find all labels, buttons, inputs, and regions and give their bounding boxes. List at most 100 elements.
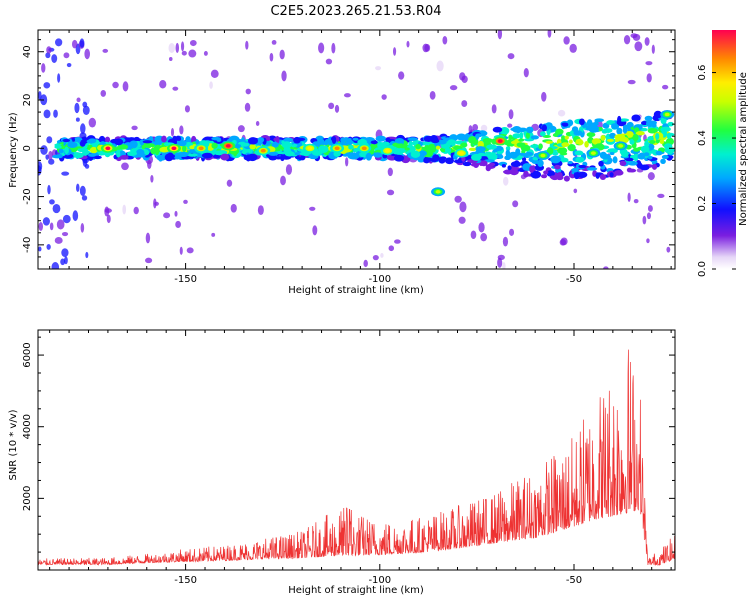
spectrogram-cell (57, 73, 61, 83)
spectrogram-cell (189, 145, 196, 150)
spectrogram-cell (488, 162, 496, 167)
spectrogram-cell (622, 126, 628, 134)
colorbar-tick-label: 0.4 (697, 130, 708, 146)
spectrogram-cell (88, 153, 97, 157)
spectrogram-cell (112, 81, 119, 89)
spectrogram-cell (662, 84, 669, 90)
spectrogram-cell (418, 150, 427, 157)
spectrogram-cell (81, 195, 88, 201)
spectrogram-cell (102, 48, 109, 53)
spectrogram-cell (291, 143, 298, 147)
spectrogram-cell (271, 141, 279, 148)
spectrogram-cell (578, 164, 587, 169)
snr-ylabel: SNR (10 * v/v) (8, 409, 19, 480)
spectrogram-cell (551, 151, 559, 156)
spectrogram-cell (462, 161, 472, 167)
spectrogram-cell (588, 125, 600, 133)
spectrogram-cell (104, 152, 111, 158)
spectrogram-cell (507, 123, 513, 128)
spectrogram-cell (645, 61, 653, 66)
spectrogram-cell (385, 137, 391, 143)
spectrogram-cell (76, 97, 81, 103)
spectrogram-cell (226, 179, 233, 187)
spectrogram-cell (574, 150, 584, 156)
spectrogram-cell (285, 164, 293, 175)
spectrogram-cell (51, 54, 58, 63)
spectrogram-cell (444, 147, 452, 154)
spectrogram-cell (142, 140, 153, 144)
spectrogram-cell (575, 156, 585, 163)
spectrogram-cell (60, 258, 66, 266)
spectrogram-axes: -150 -100 -50 -40 -20 0 20 40 (22, 30, 675, 285)
spectrogram-cell (48, 150, 53, 161)
spectrogram-cell (508, 109, 514, 120)
spectrogram-cell (546, 170, 556, 177)
spectrogram-peak (458, 151, 464, 155)
spectrogram-cell (437, 139, 447, 145)
spectrogram-cell (40, 145, 48, 155)
spectrogram-cell (653, 110, 663, 119)
spectrogram-cell (46, 46, 52, 54)
spectrogram-cell (159, 79, 167, 89)
spectrogram-cell (429, 91, 436, 100)
spectrogram-cell (599, 173, 607, 181)
spectrogram-cell (75, 117, 80, 122)
spectrogram-cell (601, 129, 608, 134)
y-tick-label: 0 (22, 145, 33, 151)
spectrogram-cell (386, 189, 395, 196)
spectrogram-cell (422, 146, 429, 152)
spectrogram-cell (560, 237, 568, 246)
spectrogram-cell (635, 160, 642, 168)
spectrogram-cell (186, 247, 194, 254)
spectrogram-cell (179, 125, 184, 135)
spectrogram-cell (178, 151, 189, 158)
spectrogram-cell (345, 157, 349, 167)
colorbar-gradient (712, 30, 736, 269)
snr-frame (37, 329, 676, 571)
spectrogram-cell (294, 152, 301, 156)
spectrogram-cell (311, 150, 323, 156)
spectrogram-cell (647, 172, 655, 181)
spectrogram-cell (647, 155, 653, 160)
spectrogram-cell (525, 132, 530, 139)
spectrogram-cell (147, 159, 152, 169)
spectrogram-cell (545, 140, 554, 144)
spectrogram-cell (54, 145, 62, 149)
spectrogram-cell (275, 135, 280, 144)
spectrogram-cell (639, 164, 650, 171)
spectrogram-cell (427, 143, 436, 150)
spectrogram-cell (601, 153, 611, 160)
spectrogram-cell (459, 201, 467, 213)
spectrogram-cell (82, 105, 90, 115)
spectrogram-cell (116, 150, 121, 158)
spectrogram-cell (271, 40, 277, 45)
spectrogram-cell (257, 137, 265, 143)
spectrogram-cell (470, 153, 482, 161)
spectrogram-cell (38, 90, 42, 100)
spectrogram-cell (63, 52, 70, 59)
spectrogram-cell (381, 94, 387, 100)
spectrogram-cell (213, 155, 221, 159)
spectrogram-cell (82, 101, 88, 108)
spectrogram-cell (249, 143, 256, 150)
spectrogram-cell (547, 30, 552, 38)
spectrogram-cell (84, 164, 90, 169)
spectrogram-cell (182, 145, 187, 152)
spectrogram-cell (620, 151, 629, 158)
spectrogram-cell (211, 150, 216, 156)
spectrogram-cell (237, 125, 245, 133)
spectrogram-cell (61, 248, 69, 258)
spectrogram-cell (404, 147, 410, 151)
spectrogram-cell (211, 142, 218, 149)
spectrogram-cell (48, 158, 55, 165)
spectrogram-peak (260, 148, 266, 153)
spectrogram-cell (456, 133, 467, 141)
spectrogram-cell (595, 172, 600, 179)
spectrogram-cell (660, 158, 666, 164)
spectrogram-cell (79, 185, 86, 196)
spectrogram-cell (539, 131, 546, 137)
spectrogram-cell (644, 115, 653, 122)
y-tick-label: 4000 (22, 414, 33, 439)
spectrogram-cell (616, 127, 623, 135)
